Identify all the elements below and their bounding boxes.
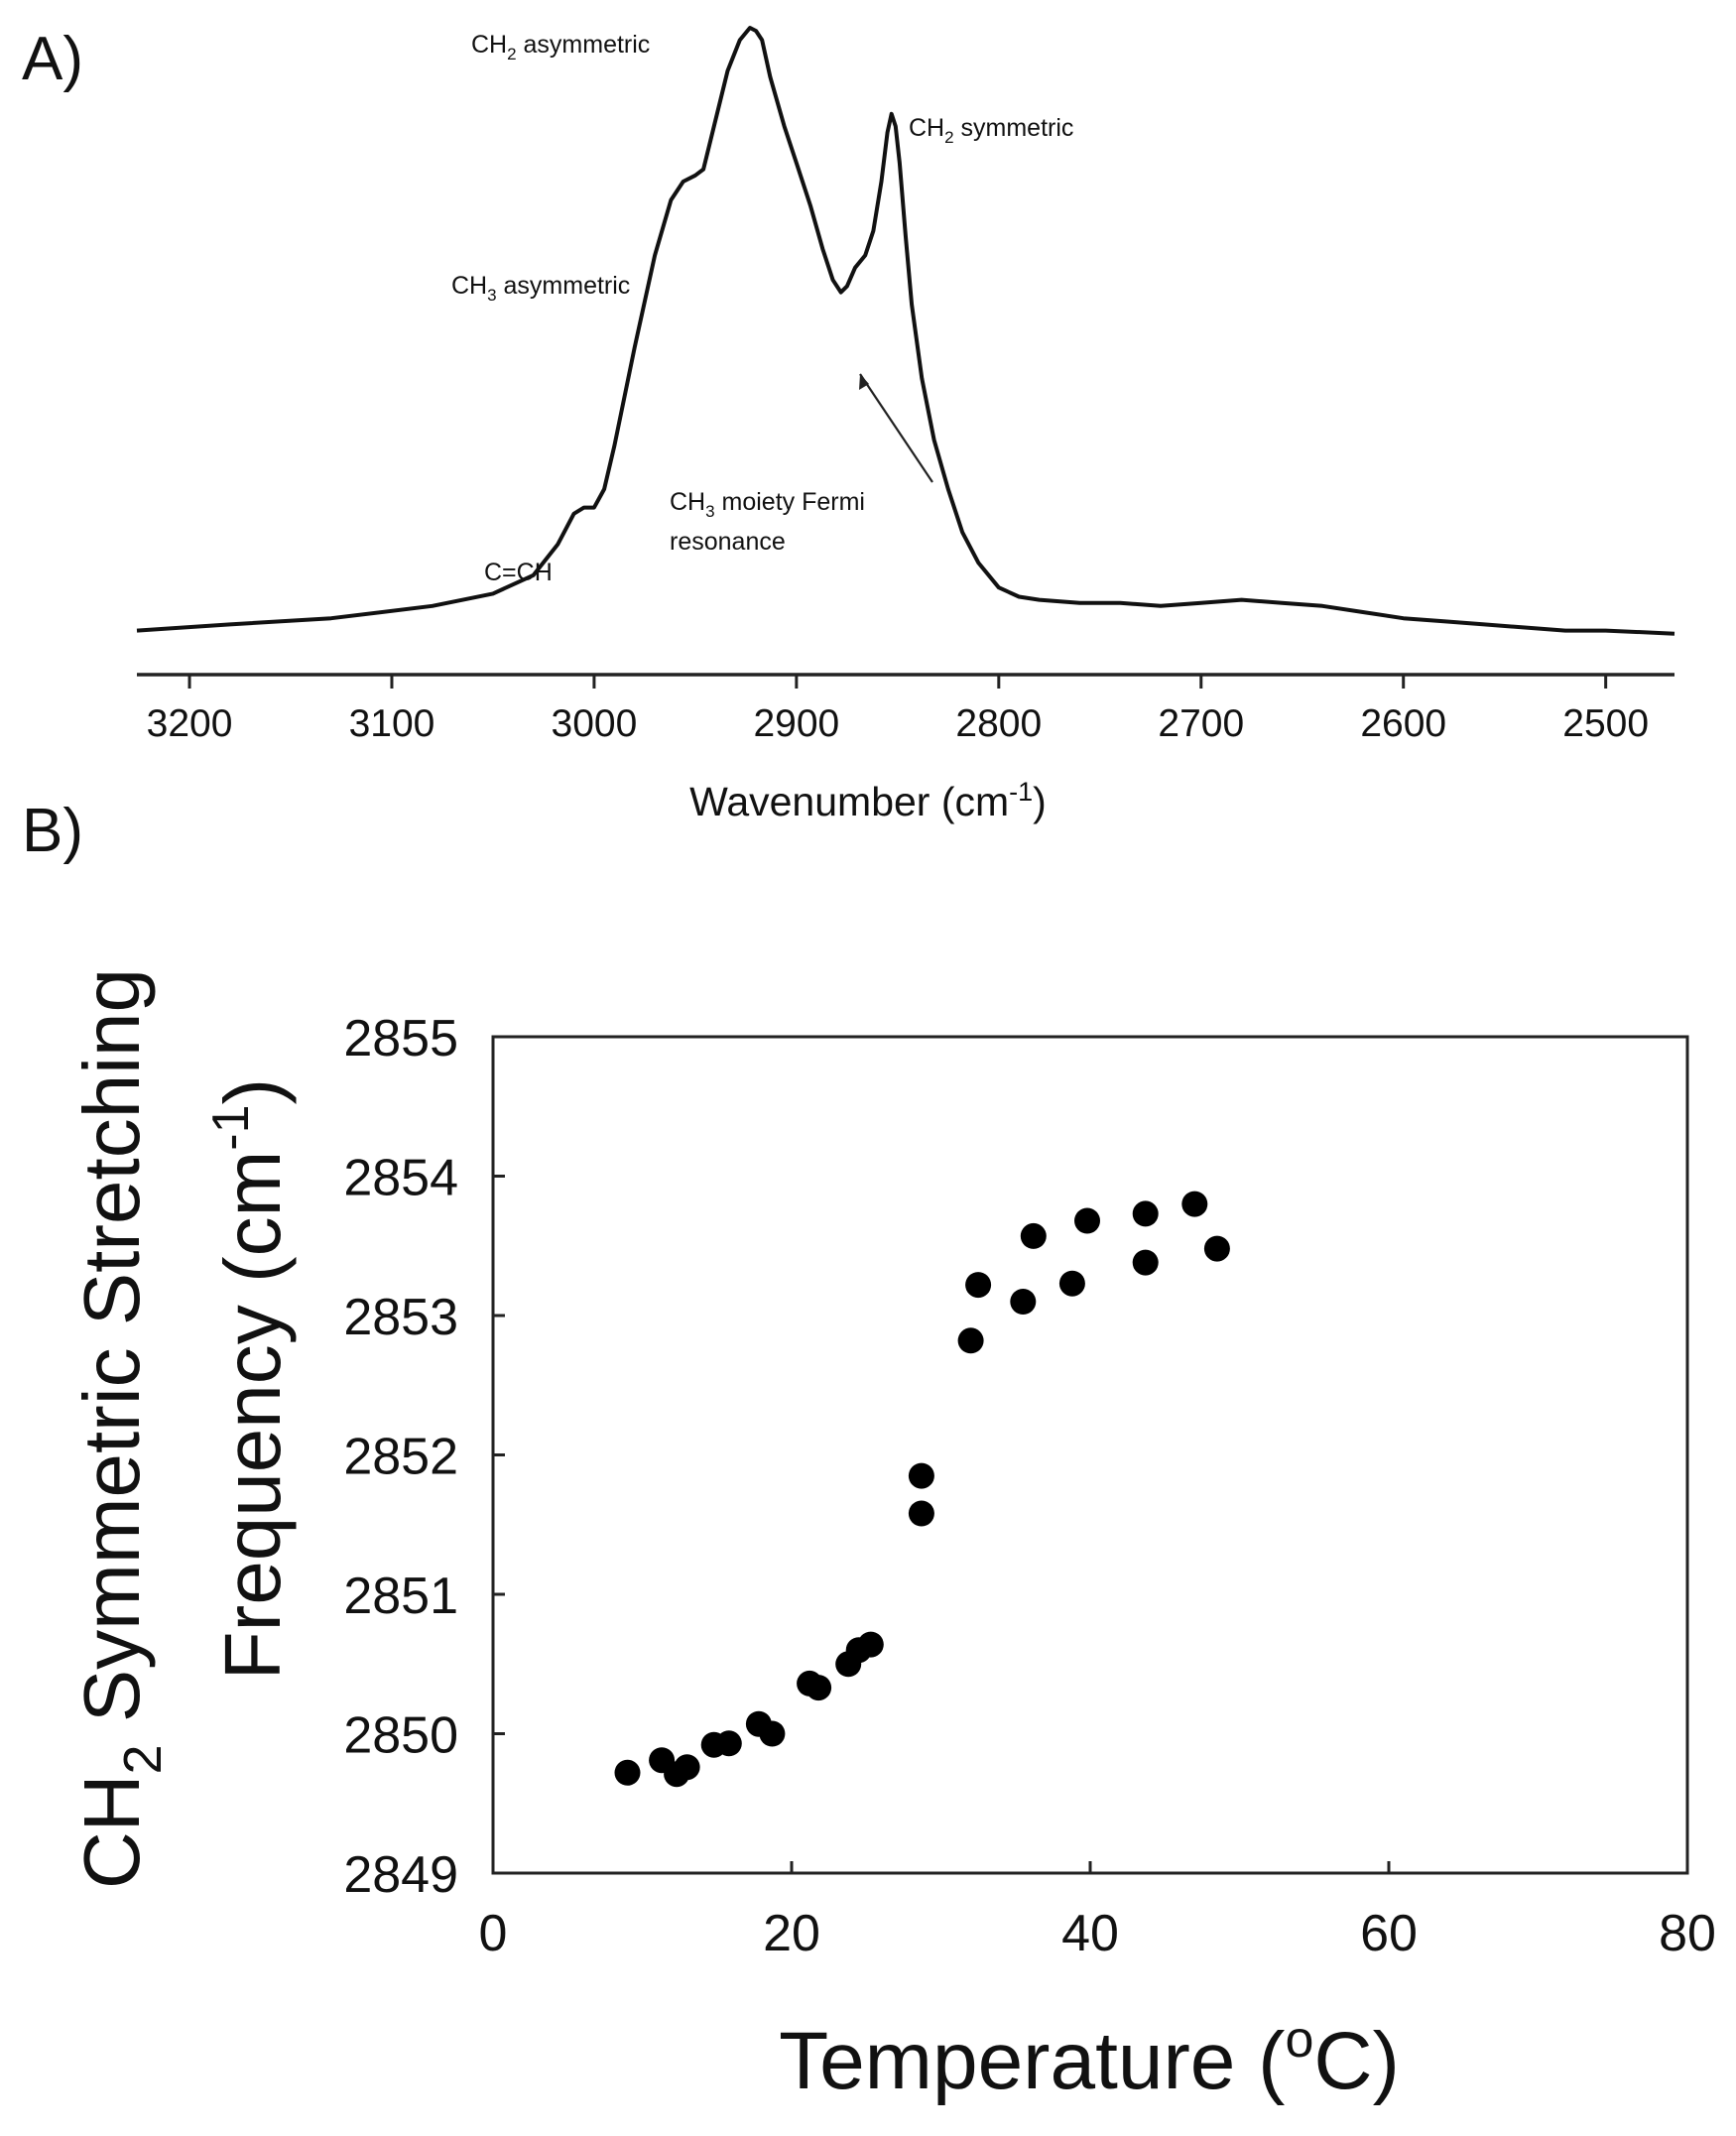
annotation-ch2-asymmetric: CH2 asymmetric bbox=[471, 31, 650, 63]
data-point bbox=[965, 1272, 992, 1299]
panel-b-plot-frame bbox=[491, 1035, 1689, 1875]
data-point bbox=[614, 1759, 641, 1786]
annotation-c-ch: C=CH bbox=[484, 559, 553, 586]
panel-b-y-tick-label: 2852 bbox=[343, 1429, 458, 1486]
panel-b-x-tick-label: 60 bbox=[1360, 1905, 1418, 1962]
panel-b-y-tick-label: 2851 bbox=[343, 1568, 458, 1625]
annotation-fermi-resonance-line2: resonance bbox=[670, 528, 786, 556]
panel-b-y-ticks: 2849 2850 2851 2852 2853 2854 2855 bbox=[343, 1010, 505, 1904]
panel-a-x-ticks: 3200 3100 3000 2900 2800 2700 2600 2500 bbox=[147, 675, 1649, 745]
panel-b-y-tick-label: 2849 bbox=[343, 1846, 458, 1904]
fermi-resonance-arrowhead bbox=[859, 374, 869, 390]
panel-b: B) 0 20 40 60 80 2849 2850 2851 2852 2853 2854 285… bbox=[22, 797, 1716, 2106]
data-point bbox=[674, 1754, 700, 1781]
panel-a-label: A) bbox=[22, 25, 83, 93]
annotation-ch3-asymmetric: CH3 asymmetric bbox=[451, 272, 630, 305]
data-point bbox=[957, 1327, 984, 1354]
panel-b-y-tick-label: 2853 bbox=[343, 1289, 458, 1346]
annotation-fermi-resonance-line1: CH3 moiety Fermi bbox=[670, 488, 865, 521]
annotation-ch2-symmetric: CH2 symmetric bbox=[909, 114, 1073, 147]
data-point bbox=[1010, 1289, 1037, 1315]
data-point bbox=[908, 1500, 934, 1527]
panel-a-x-tick-label: 2900 bbox=[753, 702, 839, 745]
panel-a-x-tick-label: 2700 bbox=[1158, 702, 1244, 745]
panel-b-x-tick-label: 80 bbox=[1659, 1905, 1716, 1962]
panel-b-x-tick-label: 20 bbox=[763, 1905, 820, 1962]
data-point bbox=[857, 1631, 884, 1658]
data-point bbox=[1058, 1270, 1085, 1297]
panel-b-x-axis-label: Temperature (oC) bbox=[779, 2011, 1400, 2106]
data-point bbox=[1181, 1191, 1208, 1217]
panel-b-y-tick-label: 2854 bbox=[343, 1150, 458, 1207]
panel-b-x-ticks: 0 20 40 60 80 bbox=[479, 1861, 1716, 1962]
panel-b-y-axis-label-line2: Frequency (cm-1) bbox=[202, 1078, 297, 1680]
data-point bbox=[806, 1675, 832, 1701]
data-point bbox=[1132, 1200, 1159, 1227]
panel-b-y-tick-label: 2850 bbox=[343, 1707, 458, 1765]
panel-a-x-axis-label: Wavenumber (cm-1) bbox=[689, 777, 1047, 824]
panel-b-data-points bbox=[614, 1191, 1230, 1788]
data-point bbox=[1020, 1222, 1047, 1249]
panel-a-x-tick-label: 2600 bbox=[1360, 702, 1446, 745]
data-point bbox=[1074, 1207, 1100, 1234]
panel-b-y-axis-label-line1: CH2 Symmetric Stretching bbox=[67, 968, 173, 1889]
panel-b-x-tick-label: 0 bbox=[479, 1905, 508, 1962]
panel-a-x-tick-label: 2800 bbox=[955, 702, 1042, 745]
data-point bbox=[1203, 1235, 1230, 1262]
panel-a: A) 3200 3100 3000 2900 2800 2700 2600 2500 Wave… bbox=[22, 25, 1675, 824]
panel-a-x-tick-label: 3200 bbox=[147, 702, 233, 745]
panel-b-x-tick-label: 40 bbox=[1061, 1905, 1119, 1962]
data-point bbox=[908, 1462, 934, 1489]
fermi-resonance-arrow bbox=[859, 373, 933, 483]
panel-a-x-tick-label: 2500 bbox=[1562, 702, 1649, 745]
data-point bbox=[715, 1730, 742, 1757]
panel-b-y-tick-label: 2855 bbox=[343, 1010, 458, 1068]
panel-a-x-tick-label: 3000 bbox=[552, 702, 638, 745]
spectrum-line bbox=[136, 26, 1675, 636]
panel-b-label: B) bbox=[22, 797, 83, 865]
data-point bbox=[759, 1720, 786, 1747]
panel-a-x-tick-label: 3100 bbox=[349, 702, 435, 745]
data-point bbox=[1132, 1249, 1159, 1276]
